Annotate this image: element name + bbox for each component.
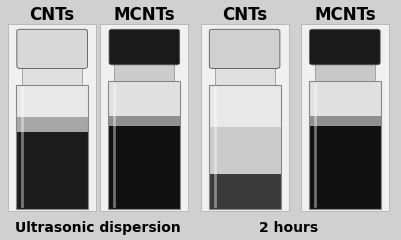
FancyBboxPatch shape <box>109 29 180 65</box>
Text: CNTs: CNTs <box>30 6 75 24</box>
Bar <box>209 85 281 209</box>
Bar <box>16 85 88 209</box>
Bar <box>108 116 180 126</box>
Text: Ultrasonic dispersion: Ultrasonic dispersion <box>15 221 181 235</box>
Bar <box>16 132 88 209</box>
Bar <box>309 81 381 209</box>
Text: MCNTs: MCNTs <box>314 6 376 24</box>
FancyBboxPatch shape <box>209 29 280 68</box>
Bar <box>16 117 88 132</box>
Bar <box>8 24 96 211</box>
Text: CNTs: CNTs <box>222 6 267 24</box>
Bar <box>108 81 180 209</box>
Bar <box>209 85 281 209</box>
Bar <box>200 24 289 211</box>
Bar <box>215 66 275 85</box>
FancyBboxPatch shape <box>17 29 87 68</box>
Bar <box>108 81 180 209</box>
Text: MCNTs: MCNTs <box>113 6 175 24</box>
Bar <box>209 127 281 174</box>
Bar <box>100 24 188 211</box>
Text: 2 hours: 2 hours <box>259 221 318 235</box>
Bar <box>309 81 381 209</box>
Bar <box>301 24 389 211</box>
Bar <box>22 66 82 85</box>
Bar <box>309 126 381 209</box>
Bar <box>315 63 375 81</box>
FancyBboxPatch shape <box>310 29 380 65</box>
Bar <box>309 116 381 126</box>
Bar <box>209 174 281 209</box>
Bar <box>114 63 174 81</box>
Bar <box>16 85 88 209</box>
Bar <box>108 126 180 209</box>
